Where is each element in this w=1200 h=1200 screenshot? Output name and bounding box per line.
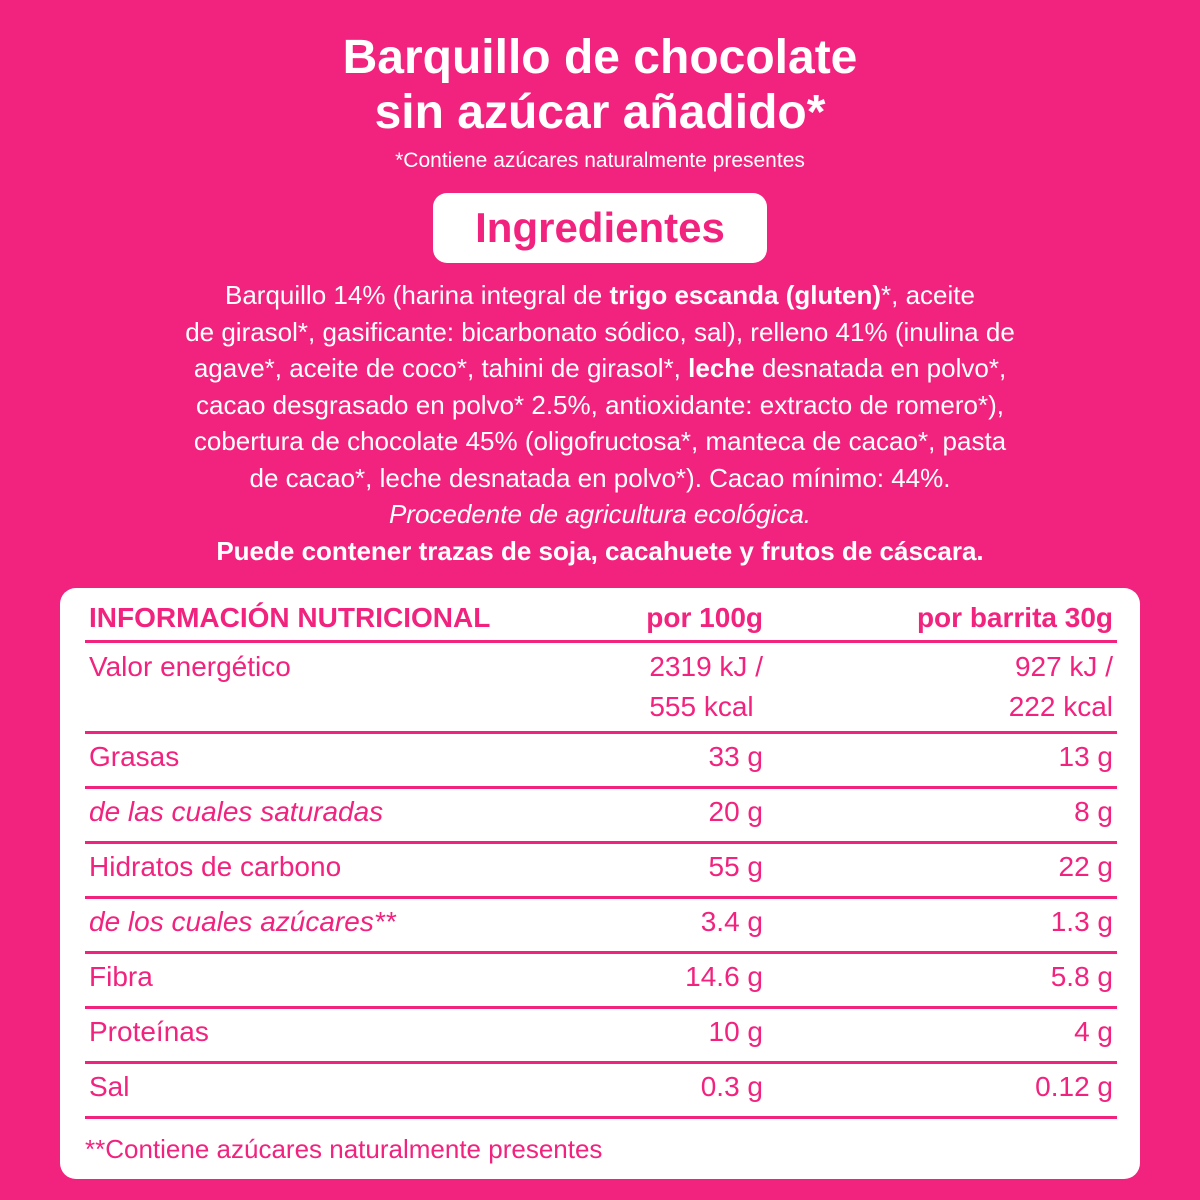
header-per-100g: por 100g [525, 598, 767, 643]
value-per-100g: 2319 kJ / 555 kcal [525, 641, 767, 734]
nutrition-header-row: INFORMACIÓN NUTRICIONAL por 100g por bar… [85, 598, 1117, 643]
value-per-100g-text: 10 g [708, 1016, 764, 1047]
ingredients-segment: cacao desgrasado en polvo* 2.5%, antioxi… [196, 389, 1004, 420]
ingredients-segment: cobertura de chocolate 45% (oligofructos… [193, 426, 1007, 456]
header-per-bar: por barrita 30g [767, 598, 1117, 643]
value-per-100g: 0.3 g [525, 1062, 767, 1119]
organic-note: Procedente de agricultura ecológica. [388, 499, 812, 529]
allergen-highlight: trigo escanda (gluten) [609, 280, 882, 310]
nutrient-label: de las cuales saturadas [85, 787, 525, 844]
nutrient-label: Sal [85, 1062, 525, 1119]
ingredients-segment: de cacao*, leche desnatada en polvo*). C… [249, 462, 951, 493]
nutrition-row: de los cuales azúcares** 3.4 g 1.3 g [85, 897, 1117, 954]
ingredients-line: de cacao*, leche desnatada en polvo*). C… [0, 460, 1200, 497]
product-title-line-1: Barquillo de chocolate [342, 31, 858, 84]
value-per-100g: 55 g [525, 842, 767, 899]
ingredients-heading: Ingredientes [433, 193, 767, 263]
ingredients-line: cacao desgrasado en polvo* 2.5%, antioxi… [0, 387, 1200, 424]
value-per-100g-text: 33 g [708, 741, 764, 772]
value-per-100g-text: 3.4 g [700, 906, 763, 937]
ingredients-line: cobertura de chocolate 45% (oligofructos… [0, 423, 1200, 460]
nutrition-footnote: **Contiene azúcares naturalmente present… [85, 1134, 603, 1164]
value-per-bar: 22 g [767, 842, 1117, 899]
nutrient-label: de los cuales azúcares** [85, 897, 525, 954]
value-per-100g: 20 g [525, 787, 767, 844]
nutrient-label: Hidratos de carbono [85, 842, 525, 899]
value-per-bar: 13 g [767, 732, 1117, 789]
value-per-bar: 0.12 g [767, 1062, 1117, 1119]
value-per-100g-text: 55 g [708, 851, 764, 882]
ingredients-line: Barquillo 14% (harina integral de trigo … [0, 277, 1200, 314]
value-per-bar: 1.3 g [767, 897, 1117, 954]
nutrient-label: Valor energético [85, 641, 525, 734]
header-nutrition-info: INFORMACIÓN NUTRICIONAL [85, 598, 525, 643]
allergen-note: Puede contener trazas de soja, cacahuete… [216, 535, 984, 566]
nutrition-row: Valor energético 2319 kJ / 555 kcal 927 kJ… [85, 641, 1117, 734]
value-per-bar: 4 g [767, 1007, 1117, 1064]
value-per-100g: 10 g [525, 1007, 767, 1064]
value-per-bar: 8 g [767, 787, 1117, 844]
value-per-100g-text: 20 g [708, 796, 764, 827]
nutrient-label: Fibra [85, 952, 525, 1009]
nutrition-row: Fibra 14.6 g 5.8 g [85, 952, 1117, 1009]
product-title: Barquillo de chocolate sin azúcar añadid… [0, 30, 1200, 140]
title-footnote: *Contiene azúcares naturalmente presente… [395, 149, 805, 172]
nutrition-table: INFORMACIÓN NUTRICIONAL por 100g por bar… [85, 598, 1117, 1119]
ingredients-segment: *, aceite [881, 280, 975, 310]
value-per-100g: 14.6 g [525, 952, 767, 1009]
ingredients-segment: desnatada en polvo*, [754, 353, 1007, 383]
value-per-100g-text: 14.6 g [685, 961, 763, 992]
nutrient-label: Proteínas [85, 1007, 525, 1064]
allergen-highlight: leche [688, 353, 755, 383]
product-title-line-2: sin azúcar añadido* [374, 86, 826, 139]
ingredients-segment: de girasol*, gasificante: bicarbonato só… [185, 316, 1015, 347]
value-per-100g: 3.4 g [525, 897, 767, 954]
value-per-100g-text: 2319 kJ / 555 kcal [649, 651, 763, 722]
ingredients-line: de girasol*, gasificante: bicarbonato só… [0, 314, 1200, 351]
value-per-bar: 5.8 g [767, 952, 1117, 1009]
ingredients-segment: agave*, aceite de coco*, tahini de giras… [193, 353, 689, 383]
ingredients-line: agave*, aceite de coco*, tahini de giras… [0, 350, 1200, 387]
nutrition-row: Sal 0.3 g 0.12 g [85, 1062, 1117, 1119]
nutrition-row: Hidratos de carbono 55 g 22 g [85, 842, 1117, 899]
nutrition-card: INFORMACIÓN NUTRICIONAL por 100g por bar… [60, 588, 1140, 1179]
ingredients-segment: Barquillo 14% (harina integral de [225, 280, 610, 310]
ingredients-text: Barquillo 14% (harina integral de trigo … [0, 277, 1200, 569]
nutrient-label: Grasas [85, 732, 525, 789]
value-per-100g-text: 0.3 g [700, 1071, 763, 1102]
value-per-100g: 33 g [525, 732, 767, 789]
value-per-bar: 927 kJ / 222 kcal [767, 641, 1117, 734]
nutrition-row: Grasas 33 g 13 g [85, 732, 1117, 789]
